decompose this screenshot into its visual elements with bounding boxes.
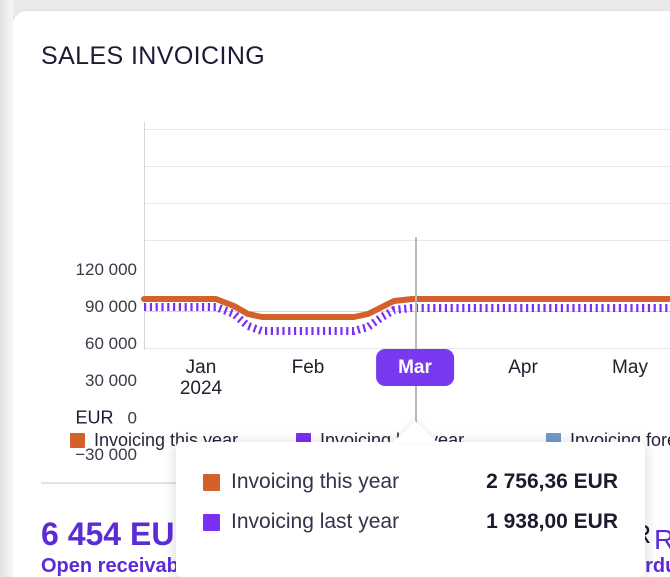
tooltip-series-value: 2 756,36 EUR — [486, 470, 618, 493]
gridline — [144, 129, 670, 130]
tooltip-arrow — [392, 421, 438, 443]
stat-value: 6 454 EUR — [41, 516, 198, 552]
x-axis-labels: Jan 2024 Feb Mar Apr May — [0, 349, 670, 402]
tooltip-series-name: Invoicing last year — [231, 510, 400, 533]
x-tick-mar[interactable]: Mar — [376, 349, 454, 386]
page-title: SALES INVOICING — [41, 42, 266, 70]
x-tick-may[interactable]: May — [612, 357, 648, 378]
gridline — [144, 348, 670, 349]
y-tick-90000: 90 000 — [85, 297, 137, 316]
tooltip-swatch-icon — [203, 473, 220, 491]
legend-swatch-icon — [70, 433, 85, 448]
x-tick-jan-year: 2024 — [179, 378, 223, 399]
tooltip-row: Invoicing this year 2 756,36 EUR — [203, 470, 618, 494]
x-tick-apr[interactable]: Apr — [508, 357, 538, 378]
tooltip-swatch-icon — [203, 513, 220, 531]
series-invoicing-this-year — [141, 296, 670, 320]
tooltip-series-name: Invoicing this year — [231, 470, 400, 493]
x-tick-jan[interactable]: Jan 2024 — [180, 357, 222, 399]
y-tick-zero: EUR 0 — [76, 408, 137, 429]
stat-value: R — [654, 524, 670, 555]
page-left-edge — [0, 0, 13, 577]
tooltip-row: Invoicing last year 1 938,00 EUR — [203, 510, 618, 534]
invoicing-chart: 120 000 90 000 60 000 30 000 EUR 0 −30 00… — [0, 115, 670, 465]
chart-tooltip: Invoicing this year 2 756,36 EUR Invoici… — [176, 442, 645, 577]
gridline — [144, 166, 670, 167]
zero-gridline — [144, 311, 670, 312]
chart-plot-area — [144, 122, 670, 350]
y-tick-zero-value: 0 — [127, 408, 137, 428]
x-tick-feb[interactable]: Feb — [291, 357, 325, 378]
stat-truncated-right[interactable]: R — [654, 521, 670, 559]
y-tick-60000: 60 000 — [85, 334, 137, 353]
series-invoicing-last-year — [144, 303, 670, 335]
x-tick-jan-label: Jan — [185, 357, 217, 378]
chart-series-layer — [141, 296, 670, 335]
y-tick-30000: 30 000 — [85, 371, 137, 390]
y-tick-120000: 120 000 — [75, 260, 137, 279]
gridline — [144, 240, 670, 241]
y-axis-line — [144, 122, 145, 350]
y-axis-currency: EUR — [75, 407, 114, 428]
tooltip-series-value: 1 938,00 EUR — [486, 510, 618, 533]
y-tick-minus30000: −30 000 — [75, 445, 137, 464]
gridline — [144, 203, 670, 204]
